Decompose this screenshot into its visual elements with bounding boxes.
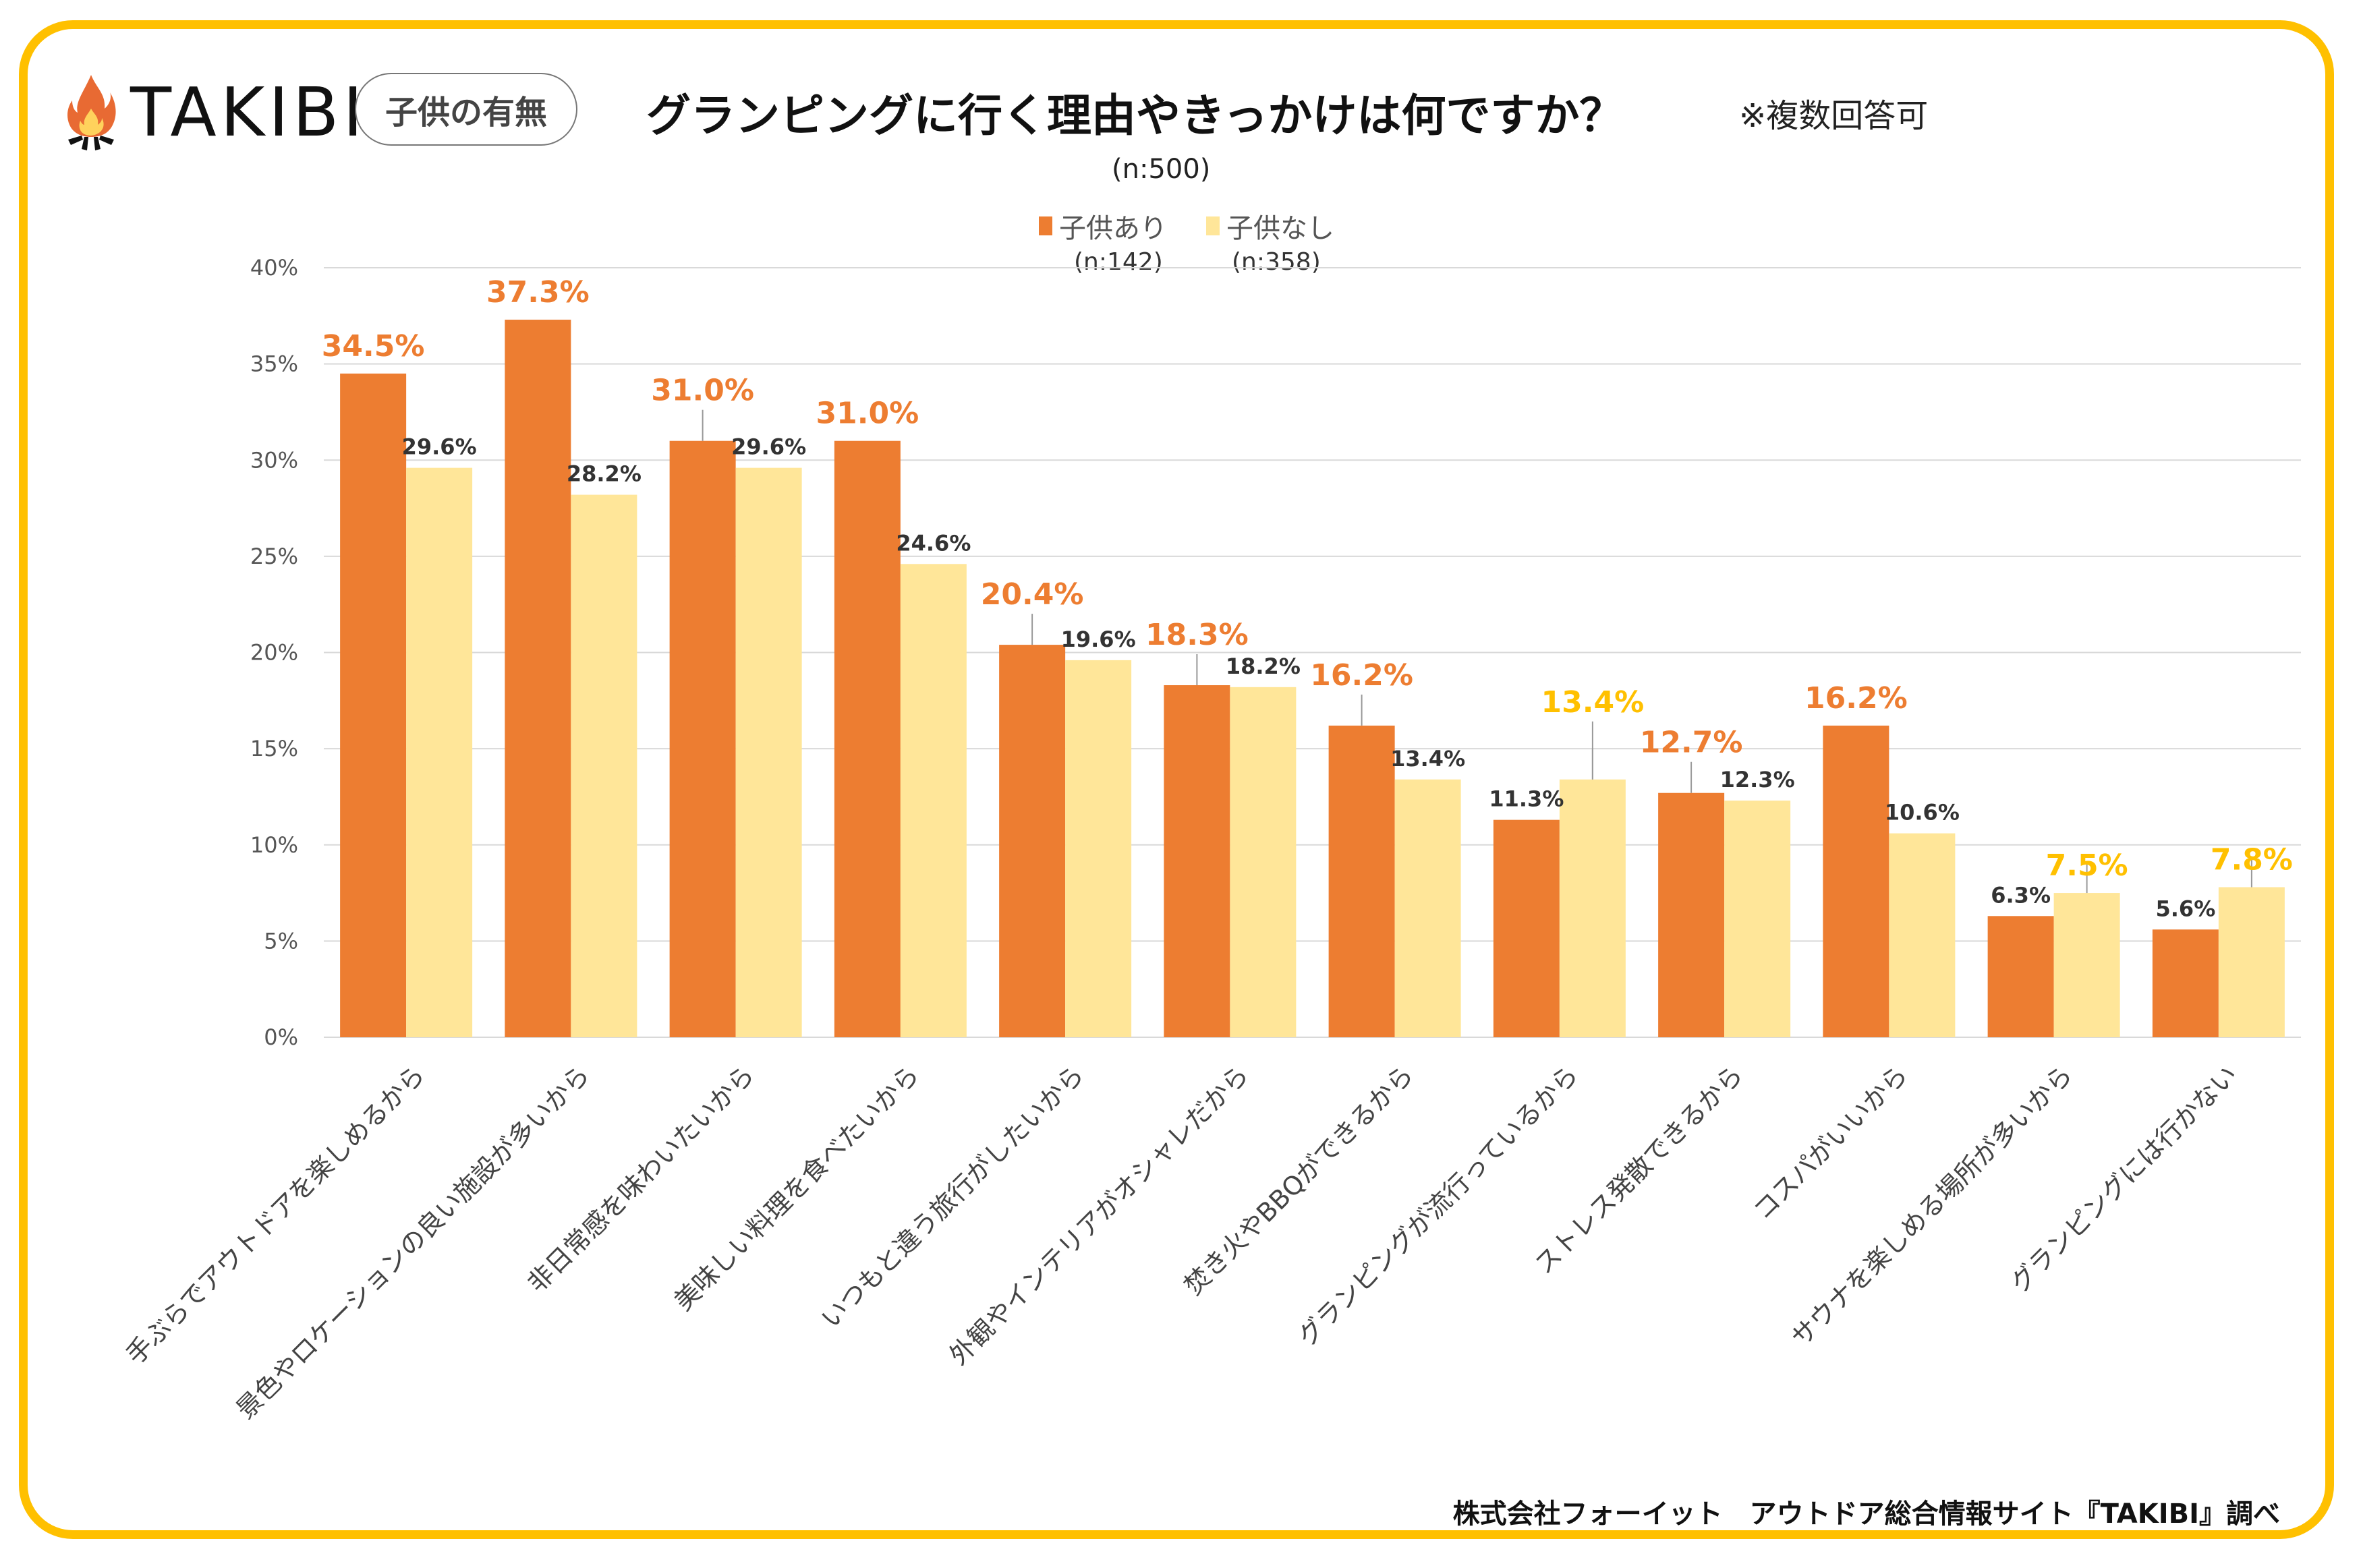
data-label: 28.2% — [567, 461, 642, 487]
sample-size: (n:500) — [1112, 154, 1211, 185]
bar-with-children — [1658, 792, 1725, 1037]
data-label: 18.2% — [1226, 654, 1301, 679]
data-label-highlight: 16.2% — [1310, 658, 1413, 693]
legend-swatch-yellow — [1206, 216, 1220, 235]
data-label: 24.6% — [896, 530, 971, 556]
bar-with-children — [1987, 916, 2054, 1037]
bar-without-children — [2053, 893, 2120, 1037]
bar-without-children — [900, 564, 967, 1037]
bar-with-children — [1164, 685, 1230, 1037]
bar-without-children — [1394, 779, 1461, 1037]
chart-title: グランピングに行く理由やきっかけは何ですか？ — [646, 90, 1624, 142]
legend-item-with-children: 子供あり — [1039, 206, 1167, 245]
bar-with-children — [669, 440, 736, 1037]
data-label-highlight: 18.3% — [1145, 618, 1249, 652]
legend-n-without-children: (n:358) — [1232, 248, 1321, 276]
bar-without-children — [1065, 660, 1132, 1037]
x-axis-label: グランピングが流行っているから — [1292, 1059, 1584, 1352]
data-label-highlight: 34.5% — [322, 329, 425, 364]
data-label: 29.6% — [402, 434, 477, 460]
gridlines — [324, 267, 2301, 1038]
data-label-highlight: 31.0% — [816, 397, 919, 431]
bar-with-children — [834, 440, 901, 1037]
data-label-highlight: 20.4% — [981, 577, 1084, 612]
bar-without-children — [1889, 833, 1956, 1037]
x-axis-label: 外観やインテリアがオシャレだから — [944, 1059, 1255, 1370]
y-tick-label: 25% — [250, 544, 298, 569]
source-credit: 株式会社フォーイット アウトドア総合情報サイト『TAKIBI』調べ — [1452, 1499, 2280, 1530]
bar-with-children — [340, 373, 407, 1037]
bar-without-children — [571, 494, 637, 1037]
legend-label: 子供あり — [1059, 213, 1167, 244]
bar-without-children — [1559, 779, 1626, 1037]
x-axis-labels: 手ぶらでアウトドアを楽しめるから景色やロケーションの良い施設が多いから非日常感を… — [120, 1059, 2243, 1424]
legend-label: 子供なし — [1226, 213, 1334, 244]
y-tick-label: 0% — [264, 1024, 298, 1050]
bar-with-children — [1493, 819, 1560, 1037]
bar-with-children — [2152, 929, 2219, 1037]
x-axis-label: いつもと違う旅行がしたいから — [816, 1059, 1090, 1334]
bar-without-children — [2218, 887, 2285, 1037]
x-axis-label: 景色やロケーションの良い施設が多いから — [231, 1059, 596, 1424]
y-tick-label: 20% — [250, 640, 298, 666]
segment-tag: 子供の有無 — [355, 73, 577, 146]
data-label-highlight: 12.7% — [1640, 726, 1743, 760]
x-axis-label: 手ぶらでアウトドアを楽しめるから — [120, 1059, 430, 1370]
bar-with-children — [1328, 725, 1395, 1037]
data-label: 12.3% — [1720, 767, 1795, 792]
data-label: 19.6% — [1061, 627, 1136, 652]
y-tick-label: 30% — [250, 447, 298, 473]
bars — [340, 320, 2285, 1038]
y-tick-label: 15% — [250, 736, 298, 761]
bar-without-children — [735, 467, 802, 1037]
data-label-highlight: 7.8% — [2211, 843, 2293, 877]
data-label: 10.6% — [1885, 800, 1960, 825]
data-label-highlight: 16.2% — [1804, 681, 1908, 716]
data-label-highlight: 7.5% — [2046, 848, 2128, 883]
data-label: 11.3% — [1489, 786, 1564, 812]
x-axis-label: サウナを楽しめる場所が多いから — [1786, 1059, 2078, 1352]
y-tick-label: 10% — [250, 832, 298, 858]
bar-without-children — [1230, 687, 1297, 1037]
bar-without-children — [406, 467, 473, 1037]
data-label-highlight: 13.4% — [1541, 685, 1645, 720]
takibi-logo: TAKIBI — [64, 73, 367, 152]
data-label: 13.4% — [1390, 746, 1465, 772]
x-axis-label: コスパがいいから — [1748, 1059, 1914, 1225]
data-label-highlight: 37.3% — [486, 275, 590, 310]
bar-with-children — [505, 320, 571, 1038]
leader-lines — [702, 409, 2252, 894]
bar-with-children — [1823, 725, 1889, 1037]
bar-with-children — [999, 645, 1066, 1037]
legend-n-with-children: (n:142) — [1074, 248, 1163, 276]
legend-swatch-orange — [1039, 216, 1052, 235]
bar-without-children — [1724, 801, 1791, 1037]
data-labels: 34.5% 29.6% 37.3% 28.2% 31.0% 29.6% 31.0% 24.6%… — [322, 275, 2293, 921]
y-tick-label: 5% — [264, 928, 298, 954]
campfire-icon — [67, 74, 116, 150]
y-tick-label: 40% — [250, 255, 298, 281]
data-label-highlight: 31.0% — [651, 374, 754, 408]
data-label: 29.6% — [731, 434, 806, 460]
y-axis-ticks: 0% 5% 10% 15% 20% 25% 30% 35% 40% — [250, 255, 298, 1050]
legend-item-without-children: 子供なし — [1206, 206, 1334, 245]
data-label: 6.3% — [1991, 882, 2051, 908]
data-label: 5.6% — [2156, 896, 2216, 921]
multiple-answer-note: ※複数回答可 — [1739, 97, 1929, 135]
y-tick-label: 35% — [250, 351, 298, 377]
logo-text: TAKIBI — [130, 73, 367, 152]
